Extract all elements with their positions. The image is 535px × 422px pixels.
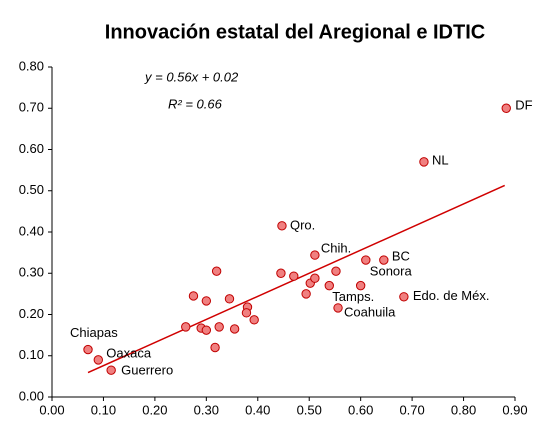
point-label: BC (392, 248, 410, 263)
x-tick-label: 0.20 (142, 402, 167, 417)
point (310, 250, 320, 260)
r-squared: R² = 0.66 (168, 96, 223, 111)
x-tick-label: 0.40 (245, 402, 270, 417)
y-tick-label: 0.10 (19, 347, 44, 362)
point-label: Chiapas (70, 325, 118, 340)
x-tick-label: 0.90 (502, 402, 527, 417)
point (224, 294, 235, 304)
x-tick-label: 0.00 (39, 402, 64, 417)
point-label: NL (432, 152, 449, 167)
point (210, 342, 220, 353)
point (501, 103, 511, 113)
point-label: Qro. (290, 217, 315, 232)
point (181, 322, 191, 332)
x-tick-label: 0.50 (297, 402, 322, 417)
x-tick-label: 0.70 (399, 402, 424, 417)
point (289, 271, 299, 281)
point (361, 255, 371, 265)
point (106, 365, 116, 375)
point (277, 221, 287, 231)
point (201, 296, 212, 306)
y-tick-label: 0.80 (19, 58, 44, 73)
equation: y = 0.56x + 0.02 (144, 69, 239, 84)
point-label: Sonora (370, 263, 413, 278)
chart-title: Innovación estatal del Aregional e IDTIC (105, 21, 485, 43)
point-label: Coahuila (344, 304, 396, 319)
x-tick-label: 0.10 (91, 402, 116, 417)
point (324, 280, 334, 291)
point (229, 324, 240, 334)
point (399, 292, 409, 302)
point (211, 266, 222, 276)
point (276, 268, 286, 278)
point-label: Chih. (321, 241, 351, 256)
y-tick-label: 0.00 (19, 388, 44, 403)
point (355, 280, 366, 291)
point-label: Oaxaca (106, 345, 152, 360)
x-tick-label: 0.60 (348, 402, 373, 417)
y-tick-label: 0.50 (19, 182, 44, 197)
point (188, 291, 199, 301)
y-tick-label: 0.30 (19, 265, 44, 280)
point (310, 273, 320, 283)
point-label: Tamps. (332, 289, 374, 304)
point (379, 255, 389, 265)
x-tick-label: 0.80 (451, 402, 476, 417)
x-tick-label: 0.30 (194, 402, 219, 417)
point-label: Guerrero (121, 363, 173, 378)
point (83, 344, 93, 355)
point (419, 157, 429, 167)
point-label: Edo. de Méx. (413, 288, 490, 303)
point (201, 325, 212, 335)
y-tick-label: 0.70 (19, 100, 44, 115)
point (331, 266, 341, 276)
point (249, 315, 259, 325)
y-tick-label: 0.60 (19, 141, 44, 156)
y-tick-label: 0.20 (19, 306, 44, 321)
point (301, 289, 311, 299)
point (93, 355, 104, 365)
point (241, 308, 252, 318)
y-tick-label: 0.40 (19, 223, 44, 238)
point (214, 322, 224, 332)
point-label: DF (515, 98, 532, 113)
point (333, 303, 343, 313)
